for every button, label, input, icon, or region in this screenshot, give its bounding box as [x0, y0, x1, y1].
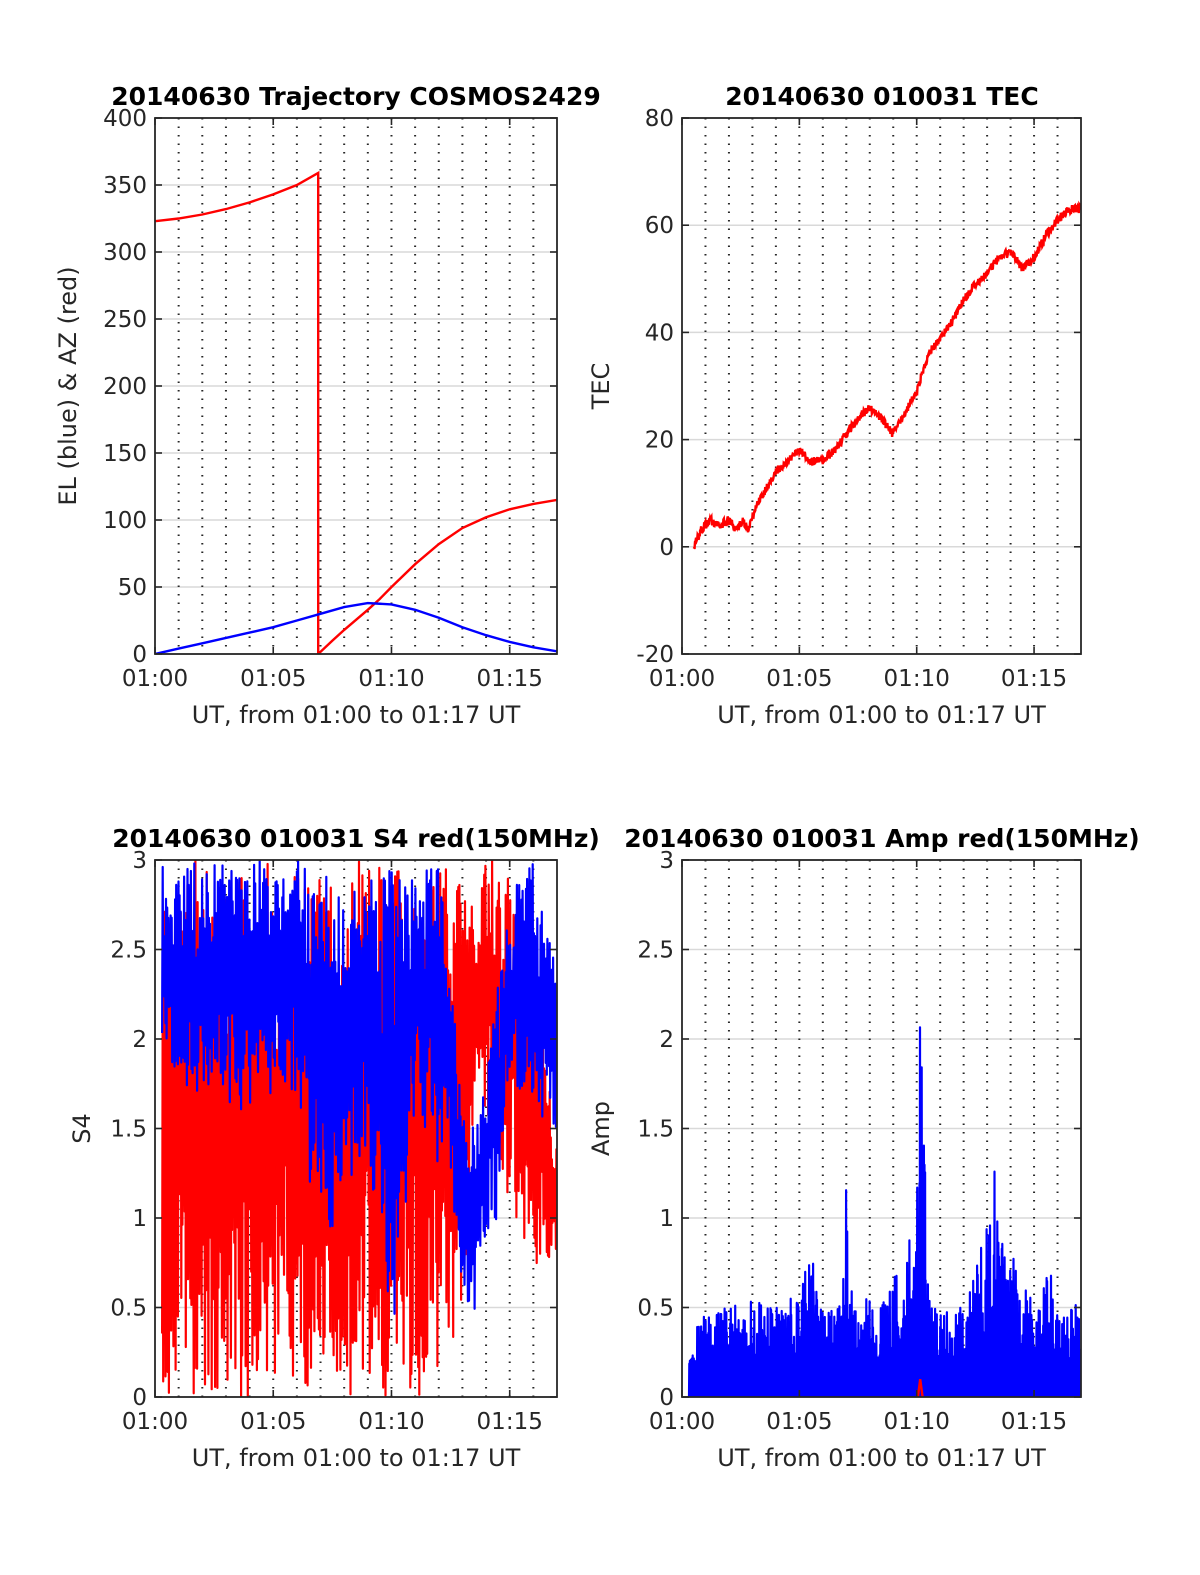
y-tick-label: 0 [659, 1385, 674, 1411]
y-tick-label: 250 [103, 307, 147, 333]
y-axis-label: TEC [587, 363, 615, 411]
plot-area-s4 [161, 860, 557, 1397]
y-tick-label: 100 [103, 508, 147, 534]
y-tick-label: 0 [659, 535, 674, 561]
chart-title: 20140630 Trajectory COSMOS2429 [111, 82, 601, 111]
x-tick-label: 01:10 [358, 666, 424, 692]
y-tick-label: 2.5 [110, 938, 147, 964]
x-axis-label: UT, from 01:00 to 01:17 UT [192, 1444, 521, 1472]
x-tick-label: 01:05 [766, 666, 832, 692]
x-tick-label: 01:05 [240, 1409, 306, 1435]
y-tick-label: 2 [132, 1027, 147, 1053]
y-tick-label: 200 [103, 374, 147, 400]
y-tick-label: 80 [645, 106, 674, 132]
axes-box [681, 117, 1082, 655]
series-line-red [155, 170, 557, 654]
x-tick-label: 01:10 [884, 1409, 950, 1435]
y-axis-label: S4 [68, 1113, 96, 1144]
chart-title: 20140630 010031 Amp red(150MHz) [624, 824, 1140, 853]
series-line-blue [155, 601, 557, 654]
chart-title: 20140630 010031 S4 red(150MHz) [112, 824, 600, 853]
x-tick-label: 01:00 [122, 1409, 188, 1435]
plot-area-trajectory [155, 170, 557, 654]
y-tick-label: 150 [103, 441, 147, 467]
x-axis-label: UT, from 01:00 to 01:17 UT [192, 701, 521, 729]
y-axis-label: EL (blue) & AZ (red) [54, 266, 82, 505]
y-tick-label: 0.5 [110, 1296, 147, 1322]
x-axis-label: UT, from 01:00 to 01:17 UT [717, 1444, 1046, 1472]
y-tick-label: 1 [132, 1206, 147, 1232]
chart-title: 20140630 010031 TEC [725, 82, 1038, 111]
y-tick-label: 20 [645, 428, 674, 454]
x-tick-label: 01:15 [477, 666, 543, 692]
y-tick-label: 1.5 [110, 1117, 147, 1143]
x-tick-label: 01:10 [358, 1409, 424, 1435]
x-tick-label: 01:00 [649, 666, 715, 692]
y-tick-label: 3 [659, 848, 674, 874]
plot-area-amp [687, 1026, 1081, 1397]
x-tick-label: 01:05 [766, 1409, 832, 1435]
x-tick-label: 01:15 [477, 1409, 543, 1435]
y-tick-label: 1.5 [637, 1117, 674, 1143]
series-trace-red [161, 860, 557, 1397]
axes-tec: 01:00 01:05 01:10 01:15 -20 0 20 40 60 80 20140630… [587, 82, 1082, 729]
y-tick-label: -20 [636, 642, 674, 668]
x-tick-label: 01:00 [122, 666, 188, 692]
y-tick-label: 2.5 [637, 938, 674, 964]
y-tick-label: 50 [118, 575, 147, 601]
series-trace-blue [161, 860, 557, 1315]
x-tick-label: 01:10 [884, 666, 950, 692]
axes-trajectory: 01:00 01:05 01:10 01:15 0 50 100 150 200 250 300 35… [54, 82, 601, 729]
series-line-red [916, 1378, 924, 1397]
y-tick-label: 0 [132, 642, 147, 668]
y-tick-label: 60 [645, 213, 674, 239]
y-axis-label: Amp [587, 1101, 615, 1156]
y-tick-label: 2 [659, 1027, 674, 1053]
y-tick-label: 3 [132, 848, 147, 874]
series-line-red [692, 200, 1081, 550]
x-tick-label: 01:15 [1001, 666, 1067, 692]
axes-amp: 01:00 01:05 01:10 01:15 0 0.5 1 1.5 2 2.5 32014063… [587, 824, 1140, 1472]
y-tick-label: 300 [103, 240, 147, 266]
y-tick-label: 1 [659, 1206, 674, 1232]
plot-area-tec [692, 200, 1081, 550]
axes-s4: 01:00 01:05 01:10 01:15 0 0.5 1 1.5 2 2.5 32014063… [68, 824, 600, 1472]
x-tick-label: 01:00 [649, 1409, 715, 1435]
series-trace-blue [687, 1026, 1081, 1397]
x-tick-label: 01:05 [240, 666, 306, 692]
x-tick-label: 01:15 [1001, 1409, 1067, 1435]
y-tick-label: 400 [103, 106, 147, 132]
y-tick-label: 350 [103, 173, 147, 199]
y-tick-label: 0.5 [637, 1296, 674, 1322]
x-axis-label: UT, from 01:00 to 01:17 UT [717, 701, 1046, 729]
y-tick-label: 40 [645, 320, 674, 346]
y-tick-label: 0 [132, 1385, 147, 1411]
